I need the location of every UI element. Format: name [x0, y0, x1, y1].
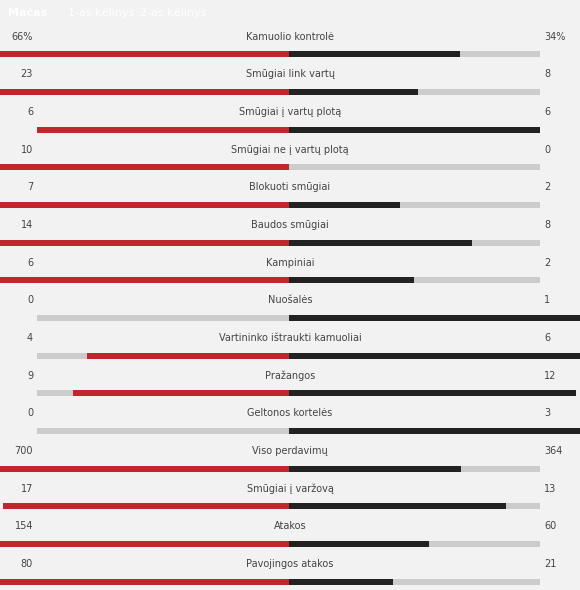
Text: Geltonos kortelės: Geltonos kortelės: [248, 408, 332, 418]
Text: 12: 12: [544, 371, 556, 381]
Bar: [288, 127, 540, 133]
Text: Kampiniai: Kampiniai: [266, 258, 314, 268]
Bar: [37, 466, 540, 472]
Text: 80: 80: [21, 559, 33, 569]
Bar: [88, 353, 288, 359]
Text: Smūgiai ne į vartų plotą: Smūgiai ne į vartų plotą: [231, 145, 349, 155]
Text: Viso perdavimų: Viso perdavimų: [252, 446, 328, 456]
Bar: [0, 89, 288, 95]
Bar: [288, 541, 429, 547]
Text: 2: 2: [544, 182, 550, 192]
Bar: [37, 579, 540, 585]
Text: Smūgiai link vartų: Smūgiai link vartų: [245, 70, 335, 80]
Bar: [37, 202, 540, 208]
Bar: [288, 353, 580, 359]
Text: 0: 0: [27, 408, 33, 418]
Text: 1: 1: [544, 296, 550, 306]
Text: Atakos: Atakos: [274, 522, 306, 532]
Text: 23: 23: [21, 70, 33, 80]
Text: Blokuoti smūgiai: Blokuoti smūgiai: [249, 182, 331, 192]
Text: 4: 4: [27, 333, 33, 343]
Text: 154: 154: [14, 522, 33, 532]
Text: 364: 364: [544, 446, 563, 456]
Text: 0: 0: [544, 145, 550, 155]
Text: 8: 8: [544, 220, 550, 230]
Bar: [288, 277, 414, 283]
Text: Pavojingos atakos: Pavojingos atakos: [246, 559, 334, 569]
Bar: [37, 503, 540, 509]
Text: 1-as kėlinys: 1-as kėlinys: [68, 8, 134, 18]
Bar: [288, 202, 400, 208]
Bar: [37, 127, 288, 133]
Text: 700: 700: [14, 446, 33, 456]
Bar: [0, 202, 288, 208]
Text: 2-as kėlinys: 2-as kėlinys: [140, 8, 206, 18]
Text: 6: 6: [544, 333, 550, 343]
Text: 9: 9: [27, 371, 33, 381]
Bar: [288, 466, 461, 472]
Text: 17: 17: [21, 484, 33, 494]
Text: Smūgiai į vartų plotą: Smūgiai į vartų plotą: [239, 107, 341, 117]
Text: Pražangos: Pražangos: [265, 371, 315, 381]
Bar: [37, 277, 540, 283]
Text: 14: 14: [21, 220, 33, 230]
Text: 2: 2: [544, 258, 550, 268]
Bar: [37, 89, 540, 95]
Text: 3: 3: [544, 408, 550, 418]
Text: Baudos smūgiai: Baudos smūgiai: [251, 220, 329, 230]
Bar: [37, 428, 540, 434]
Text: 34%: 34%: [544, 32, 566, 42]
Bar: [3, 503, 288, 509]
Bar: [72, 391, 288, 396]
Text: Kamuolio kontrolė: Kamuolio kontrolė: [246, 32, 334, 42]
Bar: [0, 165, 288, 171]
Bar: [37, 165, 540, 171]
Text: 0: 0: [27, 296, 33, 306]
Bar: [0, 240, 288, 245]
Text: 6: 6: [27, 107, 33, 117]
Bar: [37, 541, 540, 547]
Text: Smūgiai į varžovą: Smūgiai į varžovą: [246, 484, 334, 494]
Bar: [288, 579, 393, 585]
Bar: [288, 428, 580, 434]
Bar: [37, 353, 540, 359]
Bar: [288, 391, 576, 396]
Bar: [0, 466, 288, 472]
Bar: [37, 127, 540, 133]
Bar: [288, 315, 580, 321]
Text: 8: 8: [544, 70, 550, 80]
Text: Mačas: Mačas: [8, 8, 47, 18]
Text: 6: 6: [27, 258, 33, 268]
Bar: [0, 277, 288, 283]
Text: 21: 21: [544, 559, 556, 569]
Bar: [288, 240, 472, 245]
Text: 60: 60: [544, 522, 556, 532]
Text: 6: 6: [544, 107, 550, 117]
Bar: [37, 391, 540, 396]
Bar: [37, 51, 540, 57]
Bar: [288, 51, 459, 57]
Text: 10: 10: [21, 145, 33, 155]
Text: 13: 13: [544, 484, 556, 494]
Text: 7: 7: [27, 182, 33, 192]
Text: Vartininko ištraukti kamuoliai: Vartininko ištraukti kamuoliai: [219, 333, 361, 343]
Bar: [288, 89, 418, 95]
Text: 66%: 66%: [12, 32, 33, 42]
Bar: [37, 240, 540, 245]
Bar: [37, 315, 540, 321]
Bar: [0, 51, 288, 57]
Bar: [0, 541, 288, 547]
Bar: [288, 503, 506, 509]
Text: Nuošalės: Nuošalės: [268, 296, 312, 306]
Bar: [0, 579, 288, 585]
